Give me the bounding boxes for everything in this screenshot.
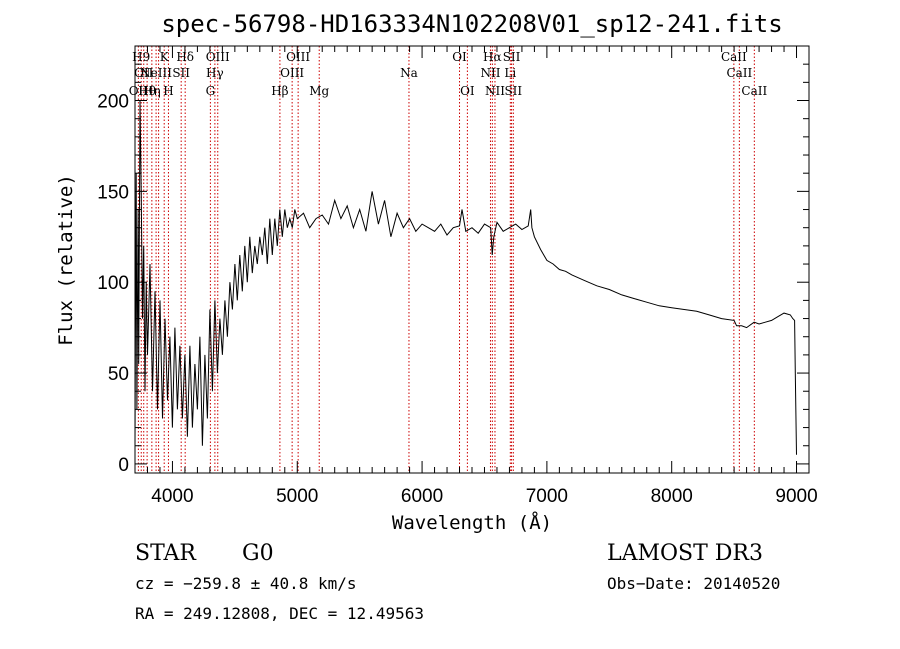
line-label-4: Hη <box>143 84 161 98</box>
x-tick-label-5: 9000 <box>775 486 817 507</box>
line-label-5: NeIII <box>140 66 172 80</box>
line-label-7: K <box>160 50 170 64</box>
x-tick-label-4: 8000 <box>651 486 693 507</box>
x-tick-label-0: 4000 <box>151 486 193 507</box>
x-tick-label-2: 6000 <box>401 486 443 507</box>
line-label-19: OI <box>452 50 467 64</box>
plot-frame <box>134 45 810 474</box>
line-label-1: H9 <box>132 50 150 64</box>
line-label-11: G <box>206 84 216 98</box>
x-tick-label-3: 7000 <box>526 486 568 507</box>
line-label-8: H <box>163 84 173 98</box>
line-label-29: CaII <box>741 84 767 98</box>
line-label-20: OI <box>460 84 475 98</box>
y-axis: 0 50 100 150 200 <box>97 63 809 476</box>
y-axis-label: Flux (relative) <box>55 174 77 346</box>
object-type: STAR <box>135 541 197 566</box>
y-tick-label-3: 150 <box>97 182 129 203</box>
line-label-13: OIII <box>206 50 230 64</box>
spectrum-line <box>134 100 797 455</box>
line-label-16: OIII <box>286 50 310 64</box>
x-tick-label-1: 5000 <box>276 486 318 507</box>
y-tick-label-1: 50 <box>108 364 129 385</box>
line-label-27: CaII <box>721 50 747 64</box>
line-label-14: Hβ <box>271 84 288 98</box>
line-markers <box>137 46 755 473</box>
redshift-velocity: cz = −259.8 ± 40.8 km/s <box>135 574 357 593</box>
line-labels: OIIH9OIIHθHηNeIIIKHSIIHδGHγOIIIHβOIIIOII… <box>129 50 768 98</box>
coordinates: RA = 249.12808, DEC = 12.49563 <box>135 604 424 623</box>
y-tick-label-4: 200 <box>97 92 129 113</box>
line-label-21: NII <box>480 66 500 80</box>
line-label-15: OIII <box>280 66 304 80</box>
chart-title: spec-56798-HD163334N102208V01_sp12-241.f… <box>161 10 782 38</box>
line-label-17: Mg <box>309 84 329 98</box>
survey-name: LAMOST DR3 <box>607 541 763 566</box>
observation-date: Obs−Date: 20140520 <box>607 574 780 593</box>
line-label-0: OII <box>129 84 149 98</box>
line-label-2: OII <box>134 66 154 80</box>
x-axis-label: Wavelength (Å) <box>392 511 552 534</box>
line-label-22: Hα <box>483 50 502 64</box>
spectral-subclass: G0 <box>242 541 274 566</box>
y-tick-label-0: 0 <box>118 455 129 476</box>
line-label-24: Li <box>504 66 516 80</box>
x-axis: 4000 5000 6000 7000 8000 9000 <box>146 46 818 507</box>
line-label-12: Hγ <box>206 66 224 80</box>
line-label-9: SII <box>172 66 190 80</box>
line-label-28: CaII <box>726 66 752 80</box>
line-label-23: NII <box>485 84 505 98</box>
line-label-3: Hθ <box>138 84 156 98</box>
line-label-18: Na <box>400 66 418 80</box>
line-label-26: SII <box>504 84 522 98</box>
line-label-10: Hδ <box>176 50 194 64</box>
y-tick-label-2: 100 <box>97 273 129 294</box>
line-label-25: SII <box>503 50 521 64</box>
